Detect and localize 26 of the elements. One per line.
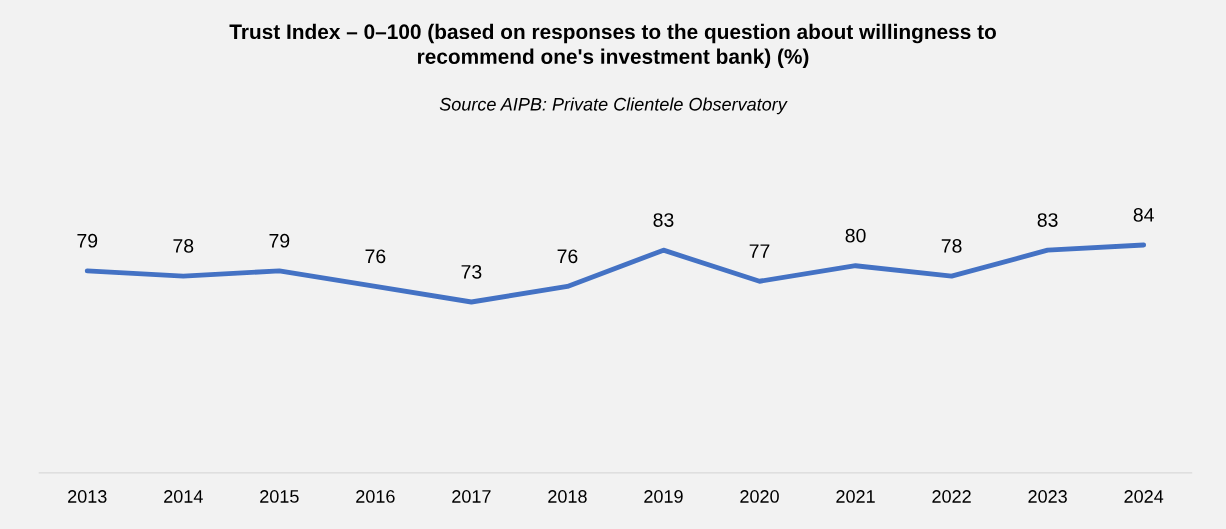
data-label: 73: [461, 264, 482, 279]
data-label: 83: [653, 213, 674, 227]
data-label: 83: [1037, 213, 1058, 227]
data-label: 84: [1133, 207, 1154, 222]
x-tick-label: 2020: [740, 490, 779, 503]
x-tick-label: 2016: [356, 490, 395, 503]
chart-title: Trust Index – 0–100 (based on responses to the question about willingness to recommend one's investment bank) (%): [229, 23, 996, 69]
data-label: 77: [749, 244, 770, 258]
data-label: 76: [557, 249, 578, 264]
data-label: 80: [845, 228, 866, 243]
data-label: 79: [269, 233, 290, 248]
x-tick-label: 2022: [932, 490, 971, 503]
x-tick-label: 2024: [1124, 490, 1164, 503]
data-label: 78: [941, 239, 962, 253]
data-label: 78: [173, 239, 194, 253]
source-note: Source AIPB: Private Clientele Observatory: [439, 97, 788, 115]
x-tick-label: 2018: [548, 490, 587, 503]
x-tick-label: 2014: [164, 490, 203, 503]
x-tick-label: 2019: [644, 490, 683, 503]
data-label: 79: [77, 233, 98, 248]
x-tick-label: 2013: [68, 490, 107, 503]
x-tick-label: 2021: [836, 490, 875, 503]
data-label: 76: [365, 249, 386, 264]
x-tick-label: 2023: [1028, 490, 1067, 503]
x-tick-label: 2015: [260, 490, 299, 503]
x-tick-label: 2017: [452, 490, 491, 503]
